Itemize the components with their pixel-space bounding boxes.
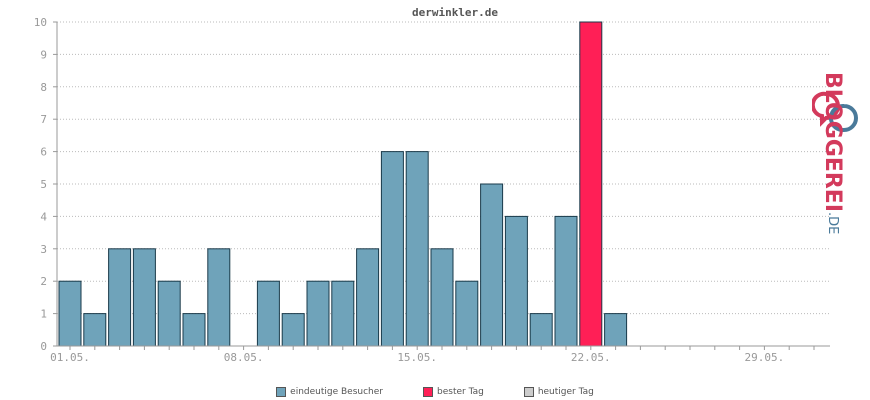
bar — [83, 313, 107, 347]
y-tick-label: 0 — [40, 340, 47, 353]
legend-label-visitors: eindeutige Besucher — [290, 387, 383, 397]
bar — [405, 151, 429, 347]
legend-label-best-day: bester Tag — [437, 387, 484, 397]
y-tick-label: 9 — [40, 48, 47, 61]
bar — [256, 280, 280, 347]
bar — [380, 151, 404, 347]
x-tick-label: 01.05. — [50, 351, 90, 364]
y-axis-ticks: 0 1 2 3 4 5 6 7 8 9 10 — [34, 16, 57, 353]
y-tick-label: 8 — [40, 81, 47, 94]
y-tick-label: 4 — [40, 210, 47, 223]
y-tick-label: 5 — [40, 178, 47, 191]
bar — [306, 280, 330, 347]
y-tick-label: 1 — [40, 308, 47, 321]
x-axis-ticks: 01.05. 08.05. 15.05. 22.05. 29.05. — [50, 346, 815, 364]
legend-swatch-today — [523, 387, 534, 397]
bar — [480, 183, 504, 347]
bloggerei-logo: BLOGGEREI.DE — [820, 72, 845, 234]
bar — [356, 248, 380, 347]
legend-label-today: heutiger Tag — [537, 387, 594, 397]
bar — [281, 313, 305, 347]
chart-legend: eindeutige Besucher bester Tag heutiger … — [0, 384, 870, 400]
legend-swatch-best-day — [423, 387, 433, 397]
legend-swatch-visitors — [276, 387, 287, 397]
bar — [554, 215, 578, 347]
logo-suffix: .DE — [825, 212, 840, 235]
bar — [157, 280, 181, 347]
bar — [331, 280, 355, 347]
legend-item-today: heutiger Tag — [523, 384, 594, 400]
x-tick-label: 29.05. — [745, 351, 785, 364]
bar — [504, 215, 528, 347]
bar — [132, 248, 156, 347]
bar — [108, 248, 132, 347]
legend-item-visitors: eindeutige Besucher — [276, 384, 383, 400]
x-tick-label: 08.05. — [224, 351, 264, 364]
bar-best-day — [579, 21, 603, 347]
logo-text: BLOGGEREI — [820, 72, 845, 213]
bar — [604, 313, 628, 347]
bar — [58, 280, 82, 347]
x-tick-label: 15.05. — [397, 351, 437, 364]
bar — [207, 248, 231, 347]
bar — [430, 248, 454, 347]
y-tick-label: 7 — [40, 113, 47, 126]
bar — [182, 313, 206, 347]
legend-item-best-day: bester Tag — [423, 384, 484, 400]
y-tick-label: 3 — [40, 243, 47, 256]
y-tick-label: 2 — [40, 275, 47, 288]
bar — [455, 280, 479, 347]
y-tick-label: 10 — [34, 16, 47, 29]
bar — [529, 313, 553, 347]
x-tick-label: 22.05. — [571, 351, 611, 364]
y-tick-label: 6 — [40, 146, 47, 159]
bloggerei-logo-icon — [812, 91, 858, 132]
chart-title: derwinkler.de — [412, 6, 498, 19]
